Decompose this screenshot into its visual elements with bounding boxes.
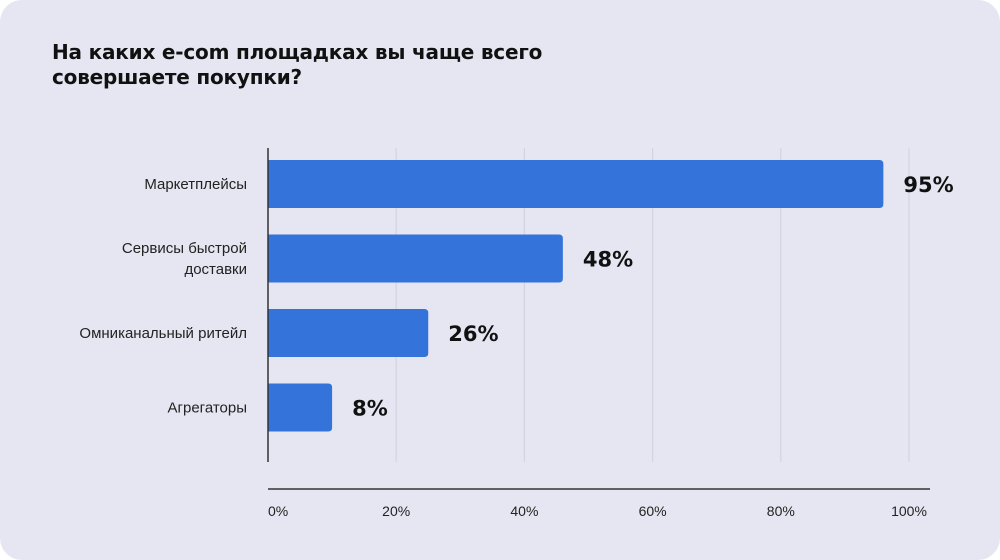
chart-title: На каких e-com площадках вы чаще всего с… <box>52 40 543 89</box>
x-tick-label: 80% <box>767 503 795 519</box>
axes: 0% 20% 40% 60% 80% 100% <box>267 148 930 519</box>
bar <box>268 383 333 432</box>
x-tick-label: 20% <box>382 503 410 519</box>
x-tick-label: 60% <box>639 503 667 519</box>
bar-value-label: 48% <box>583 248 633 272</box>
x-tick-label: 100% <box>891 503 927 519</box>
bar <box>268 160 884 208</box>
bar <box>268 234 563 283</box>
x-tick-label: 0% <box>268 503 288 519</box>
labels: 95% Маркетплейсы 48% Сервисы быстрой доставк… <box>79 173 953 421</box>
category-label: Маркетплейсы <box>144 176 247 193</box>
bar-value-label: 8% <box>352 397 388 421</box>
bars <box>268 160 884 432</box>
category-label: Омниканальный ритейл <box>79 325 247 342</box>
category-label: Сервисы быстрой доставки <box>122 240 247 278</box>
bar <box>268 309 429 357</box>
x-tick-label: 40% <box>510 503 538 519</box>
category-label: Агрегаторы <box>168 400 247 417</box>
bar-value-label: 26% <box>448 322 498 346</box>
bar-value-label: 95% <box>903 173 953 197</box>
